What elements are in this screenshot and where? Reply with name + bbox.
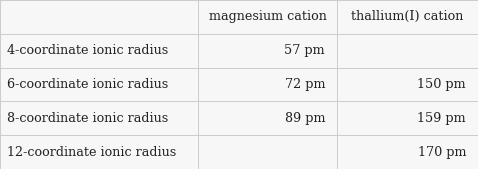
Text: 4-coordinate ionic radius: 4-coordinate ionic radius	[7, 44, 168, 57]
Text: 170 pm: 170 pm	[418, 146, 466, 159]
Text: 89 pm: 89 pm	[284, 112, 325, 125]
Text: 6-coordinate ionic radius: 6-coordinate ionic radius	[7, 78, 168, 91]
Text: 12-coordinate ionic radius: 12-coordinate ionic radius	[7, 146, 176, 159]
Text: 57 pm: 57 pm	[284, 44, 325, 57]
Text: 72 pm: 72 pm	[284, 78, 325, 91]
Text: 159 pm: 159 pm	[417, 112, 466, 125]
Text: 150 pm: 150 pm	[417, 78, 466, 91]
Text: magnesium cation: magnesium cation	[209, 10, 326, 23]
Text: 8-coordinate ionic radius: 8-coordinate ionic radius	[7, 112, 168, 125]
Text: thallium(I) cation: thallium(I) cation	[351, 10, 464, 23]
